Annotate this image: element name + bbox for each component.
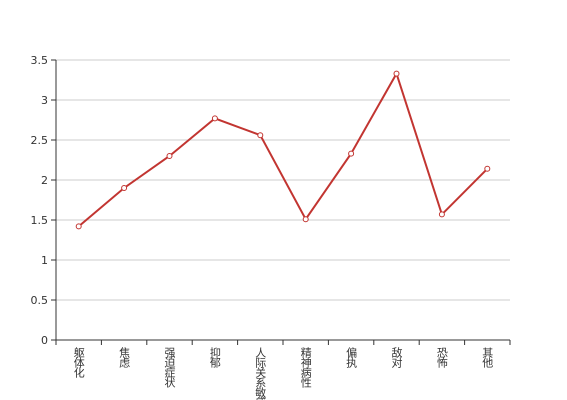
- x-tick-label: 其他: [481, 347, 494, 368]
- point: [302, 216, 309, 223]
- x-tick-label: 人际关系敏感: [254, 347, 267, 400]
- y-tick-label: 3.5: [31, 54, 49, 67]
- y-tick-label: 0.5: [31, 294, 49, 307]
- y-tick-label: 2: [41, 174, 48, 187]
- x-tick-label: 强迫症状: [163, 347, 176, 388]
- point: [393, 70, 400, 77]
- x-tick-label: 躯体化: [72, 347, 85, 379]
- x-tick-label: 精神病性: [299, 347, 312, 389]
- point: [166, 153, 173, 159]
- line: [78, 71, 489, 228]
- point: [348, 150, 355, 157]
- x-tick-label: 焦虑: [118, 347, 131, 368]
- point: [257, 132, 264, 139]
- x-tick-label: 偏执: [345, 346, 358, 369]
- y-tick-label: 1.5: [31, 214, 49, 227]
- y-tick-label: 0: [41, 334, 48, 347]
- y-tick-label: 1: [41, 254, 48, 267]
- point: [438, 211, 445, 218]
- y-tick-label: 2.5: [31, 134, 49, 147]
- x-tick-label: 敌对: [390, 346, 403, 368]
- x-tick-label: 恐怖: [435, 347, 448, 368]
- y-tick-label: 3: [41, 94, 48, 107]
- point: [121, 185, 128, 191]
- point: [211, 115, 218, 122]
- point: [484, 165, 491, 172]
- point: [75, 223, 82, 230]
- x-tick-label: 抑郁: [208, 346, 221, 368]
